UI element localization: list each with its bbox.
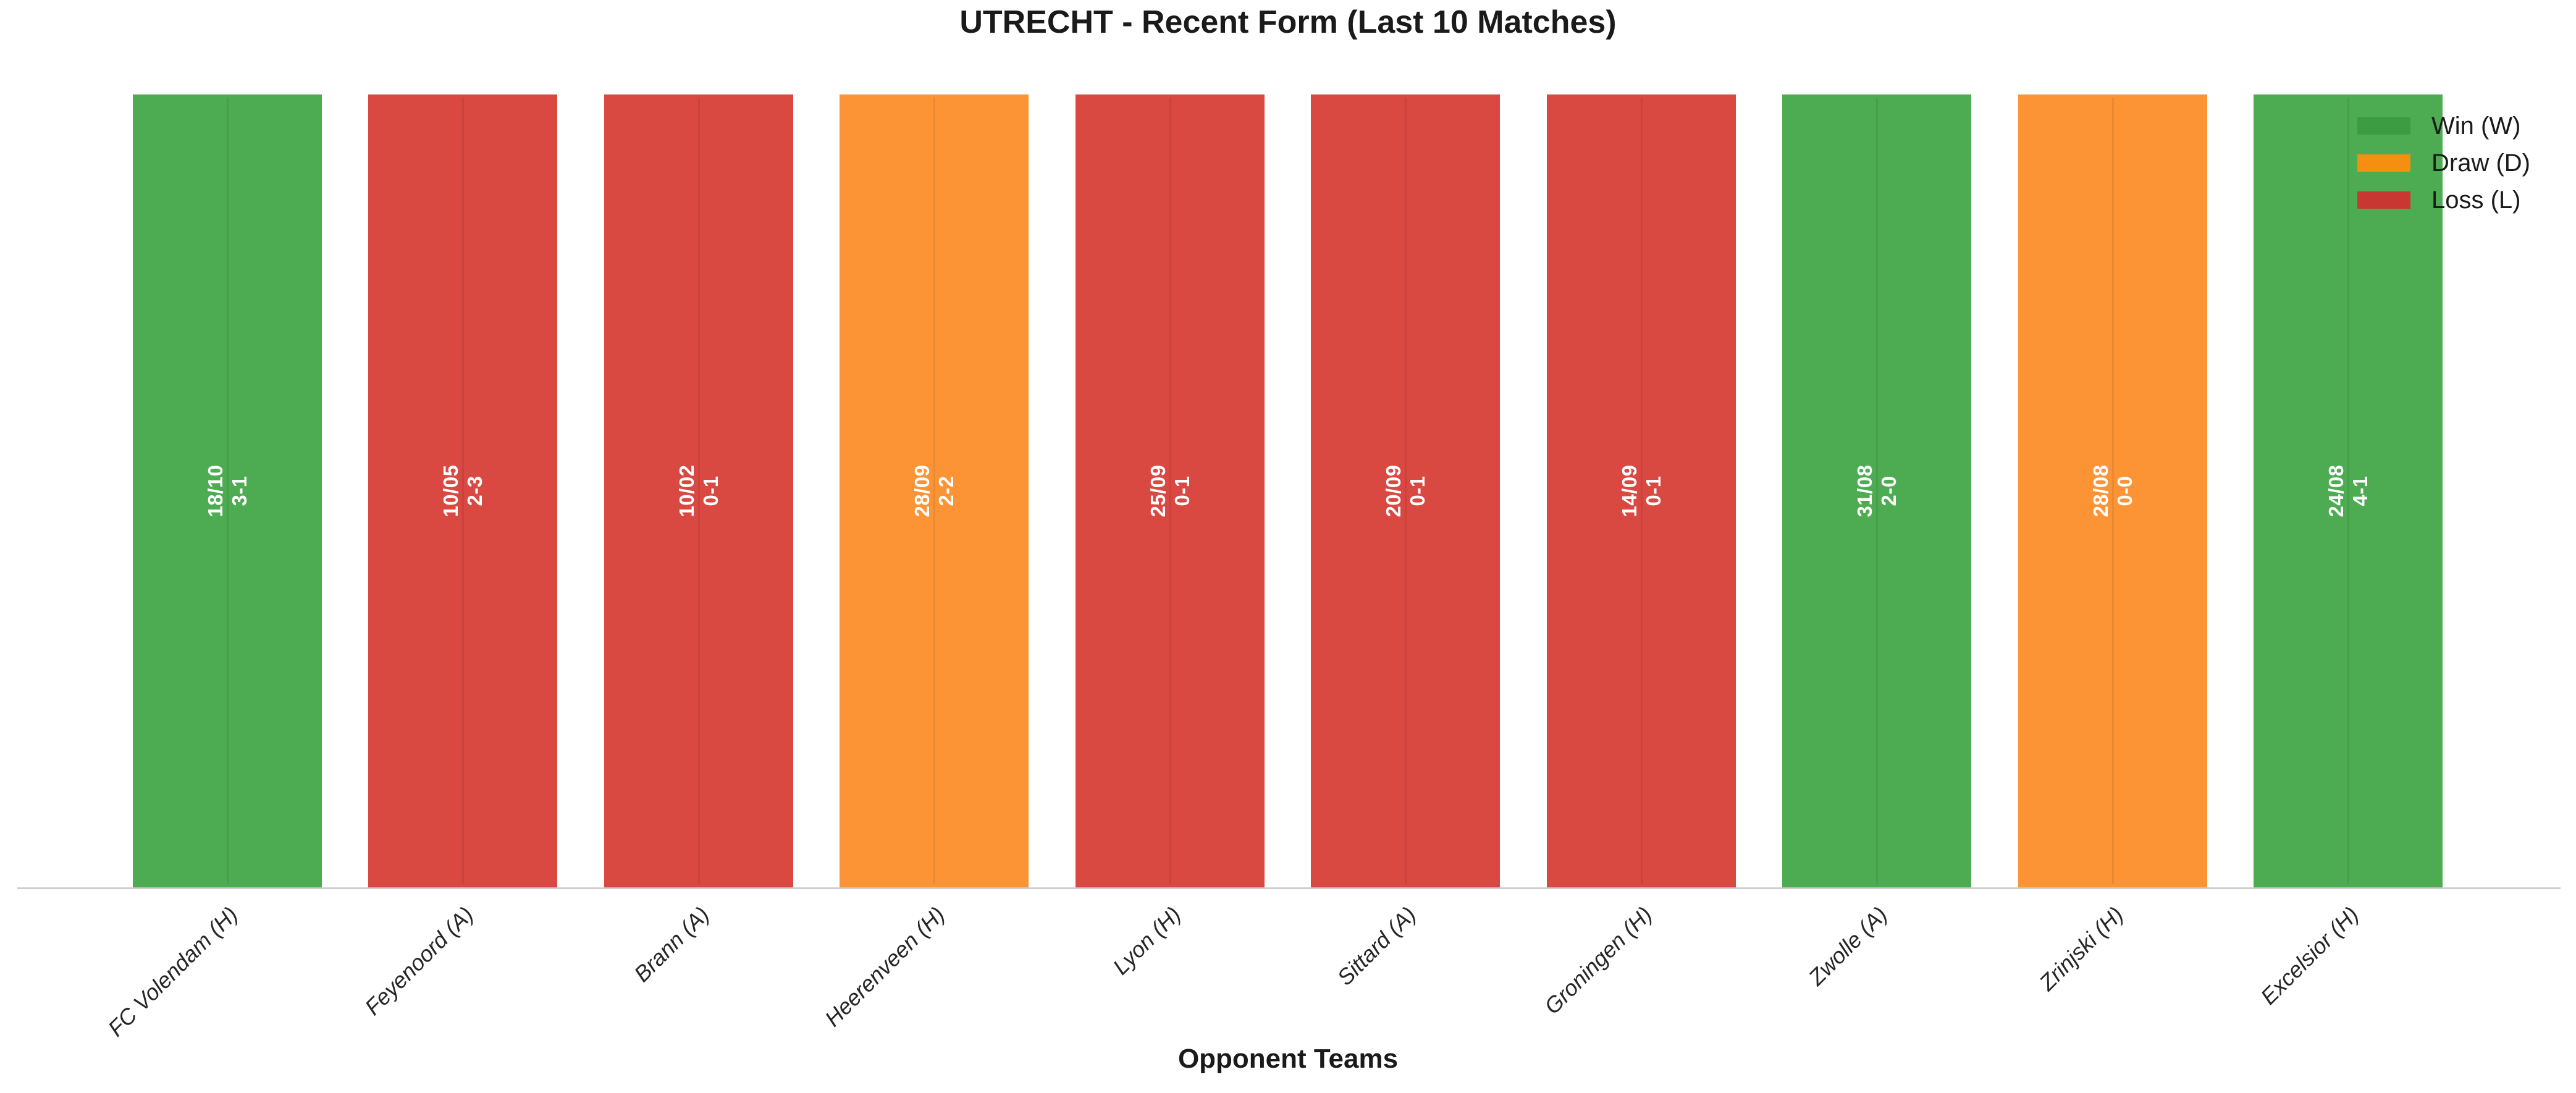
- x-tick-label: FC Volendam (H): [103, 902, 243, 1042]
- bar-date-label: 28/09: [911, 464, 933, 517]
- bar-label: 31/08 2-0: [1853, 464, 1901, 517]
- x-tick-label: Excelsior (H): [2255, 902, 2363, 1010]
- x-tick-label: Zrinjski (H): [2034, 902, 2128, 996]
- bar-date-label: 28/08: [2089, 464, 2112, 517]
- bar-score-label: 2-0: [1877, 475, 1900, 506]
- legend: Win (W) Draw (D) Loss (L): [2357, 107, 2530, 219]
- bar-score-label: 0-1: [699, 475, 722, 506]
- x-axis-line: [17, 887, 2561, 889]
- bar-date-label: 10/05: [439, 464, 462, 517]
- x-tick-label: Sittard (A): [1332, 902, 1421, 990]
- x-tick-label: Heerenveen (H): [819, 902, 949, 1032]
- bar-label: 18/10 3-1: [203, 464, 251, 517]
- x-tick-label: Brann (A): [629, 902, 714, 987]
- bar-date-label: 14/09: [1618, 464, 1641, 517]
- bar-score-label: 4-1: [2349, 475, 2372, 506]
- x-tick-label: Zwolle (A): [1803, 902, 1892, 990]
- bar-loss-6: 20/09 0-1: [1311, 94, 1500, 887]
- x-tick-label: Lyon (H): [1107, 902, 1185, 980]
- bar-label: 24/08 4-1: [2324, 464, 2372, 517]
- bar-score-label: 0-1: [1406, 475, 1429, 506]
- bar-label: 28/08 0-0: [2089, 464, 2137, 517]
- legend-label-draw: Draw (D): [2431, 149, 2530, 177]
- bar-score-label: 0-1: [1642, 475, 1665, 506]
- bar-date-label: 24/08: [2325, 464, 2347, 517]
- chart-title: UTRECHT - Recent Form (Last 10 Matches): [959, 4, 1617, 40]
- bar-date-label: 20/09: [1382, 464, 1405, 517]
- legend-swatch-win: [2357, 117, 2410, 135]
- bar-loss-7: 14/09 0-1: [1547, 94, 1736, 887]
- bar-label: 20/09 0-1: [1381, 464, 1429, 517]
- bar-date-label: 25/09: [1147, 464, 1169, 517]
- bar-draw-4: 28/09 2-2: [840, 94, 1029, 887]
- legend-item-draw: Draw (D): [2357, 144, 2530, 182]
- bar-win-10: 24/08 4-1: [2254, 94, 2443, 887]
- bar-label: 14/09 0-1: [1617, 464, 1665, 517]
- bar-score-label: 2-2: [935, 475, 958, 506]
- x-axis-title: Opponent Teams: [1177, 1044, 1399, 1074]
- bar-loss-2: 10/05 2-3: [368, 94, 557, 887]
- bar-label: 28/09 2-2: [910, 464, 958, 517]
- bar-date-label: 18/10: [204, 464, 227, 517]
- bar-loss-3: 10/02 0-1: [604, 94, 793, 887]
- legend-label-loss: Loss (L): [2431, 186, 2521, 214]
- legend-swatch-draw: [2357, 154, 2410, 172]
- legend-swatch-loss: [2357, 191, 2410, 209]
- bar-win-8: 31/08 2-0: [1782, 94, 1971, 887]
- bar-win-1: 18/10 3-1: [133, 94, 322, 887]
- bar-score-label: 2-3: [463, 475, 486, 506]
- bar-date-label: 31/08: [1853, 464, 1876, 517]
- bar-score-label: 3-1: [228, 475, 251, 506]
- bar-label: 25/09 0-1: [1146, 464, 1194, 517]
- legend-item-win: Win (W): [2357, 107, 2530, 144]
- bar-loss-5: 25/09 0-1: [1075, 94, 1265, 887]
- bar-draw-9: 28/08 0-0: [2018, 94, 2207, 887]
- bar-label: 10/02 0-1: [675, 464, 723, 517]
- x-tick-label: Feyenoord (A): [360, 902, 478, 1020]
- bar-date-label: 10/02: [675, 464, 698, 517]
- bar-score-label: 0-1: [1171, 475, 1193, 506]
- bar-label: 10/05 2-3: [439, 464, 487, 517]
- x-tick-label: Groningen (H): [1539, 902, 1657, 1020]
- legend-item-loss: Loss (L): [2357, 182, 2530, 219]
- legend-label-win: Win (W): [2431, 112, 2521, 140]
- bar-score-label: 0-0: [2113, 475, 2136, 506]
